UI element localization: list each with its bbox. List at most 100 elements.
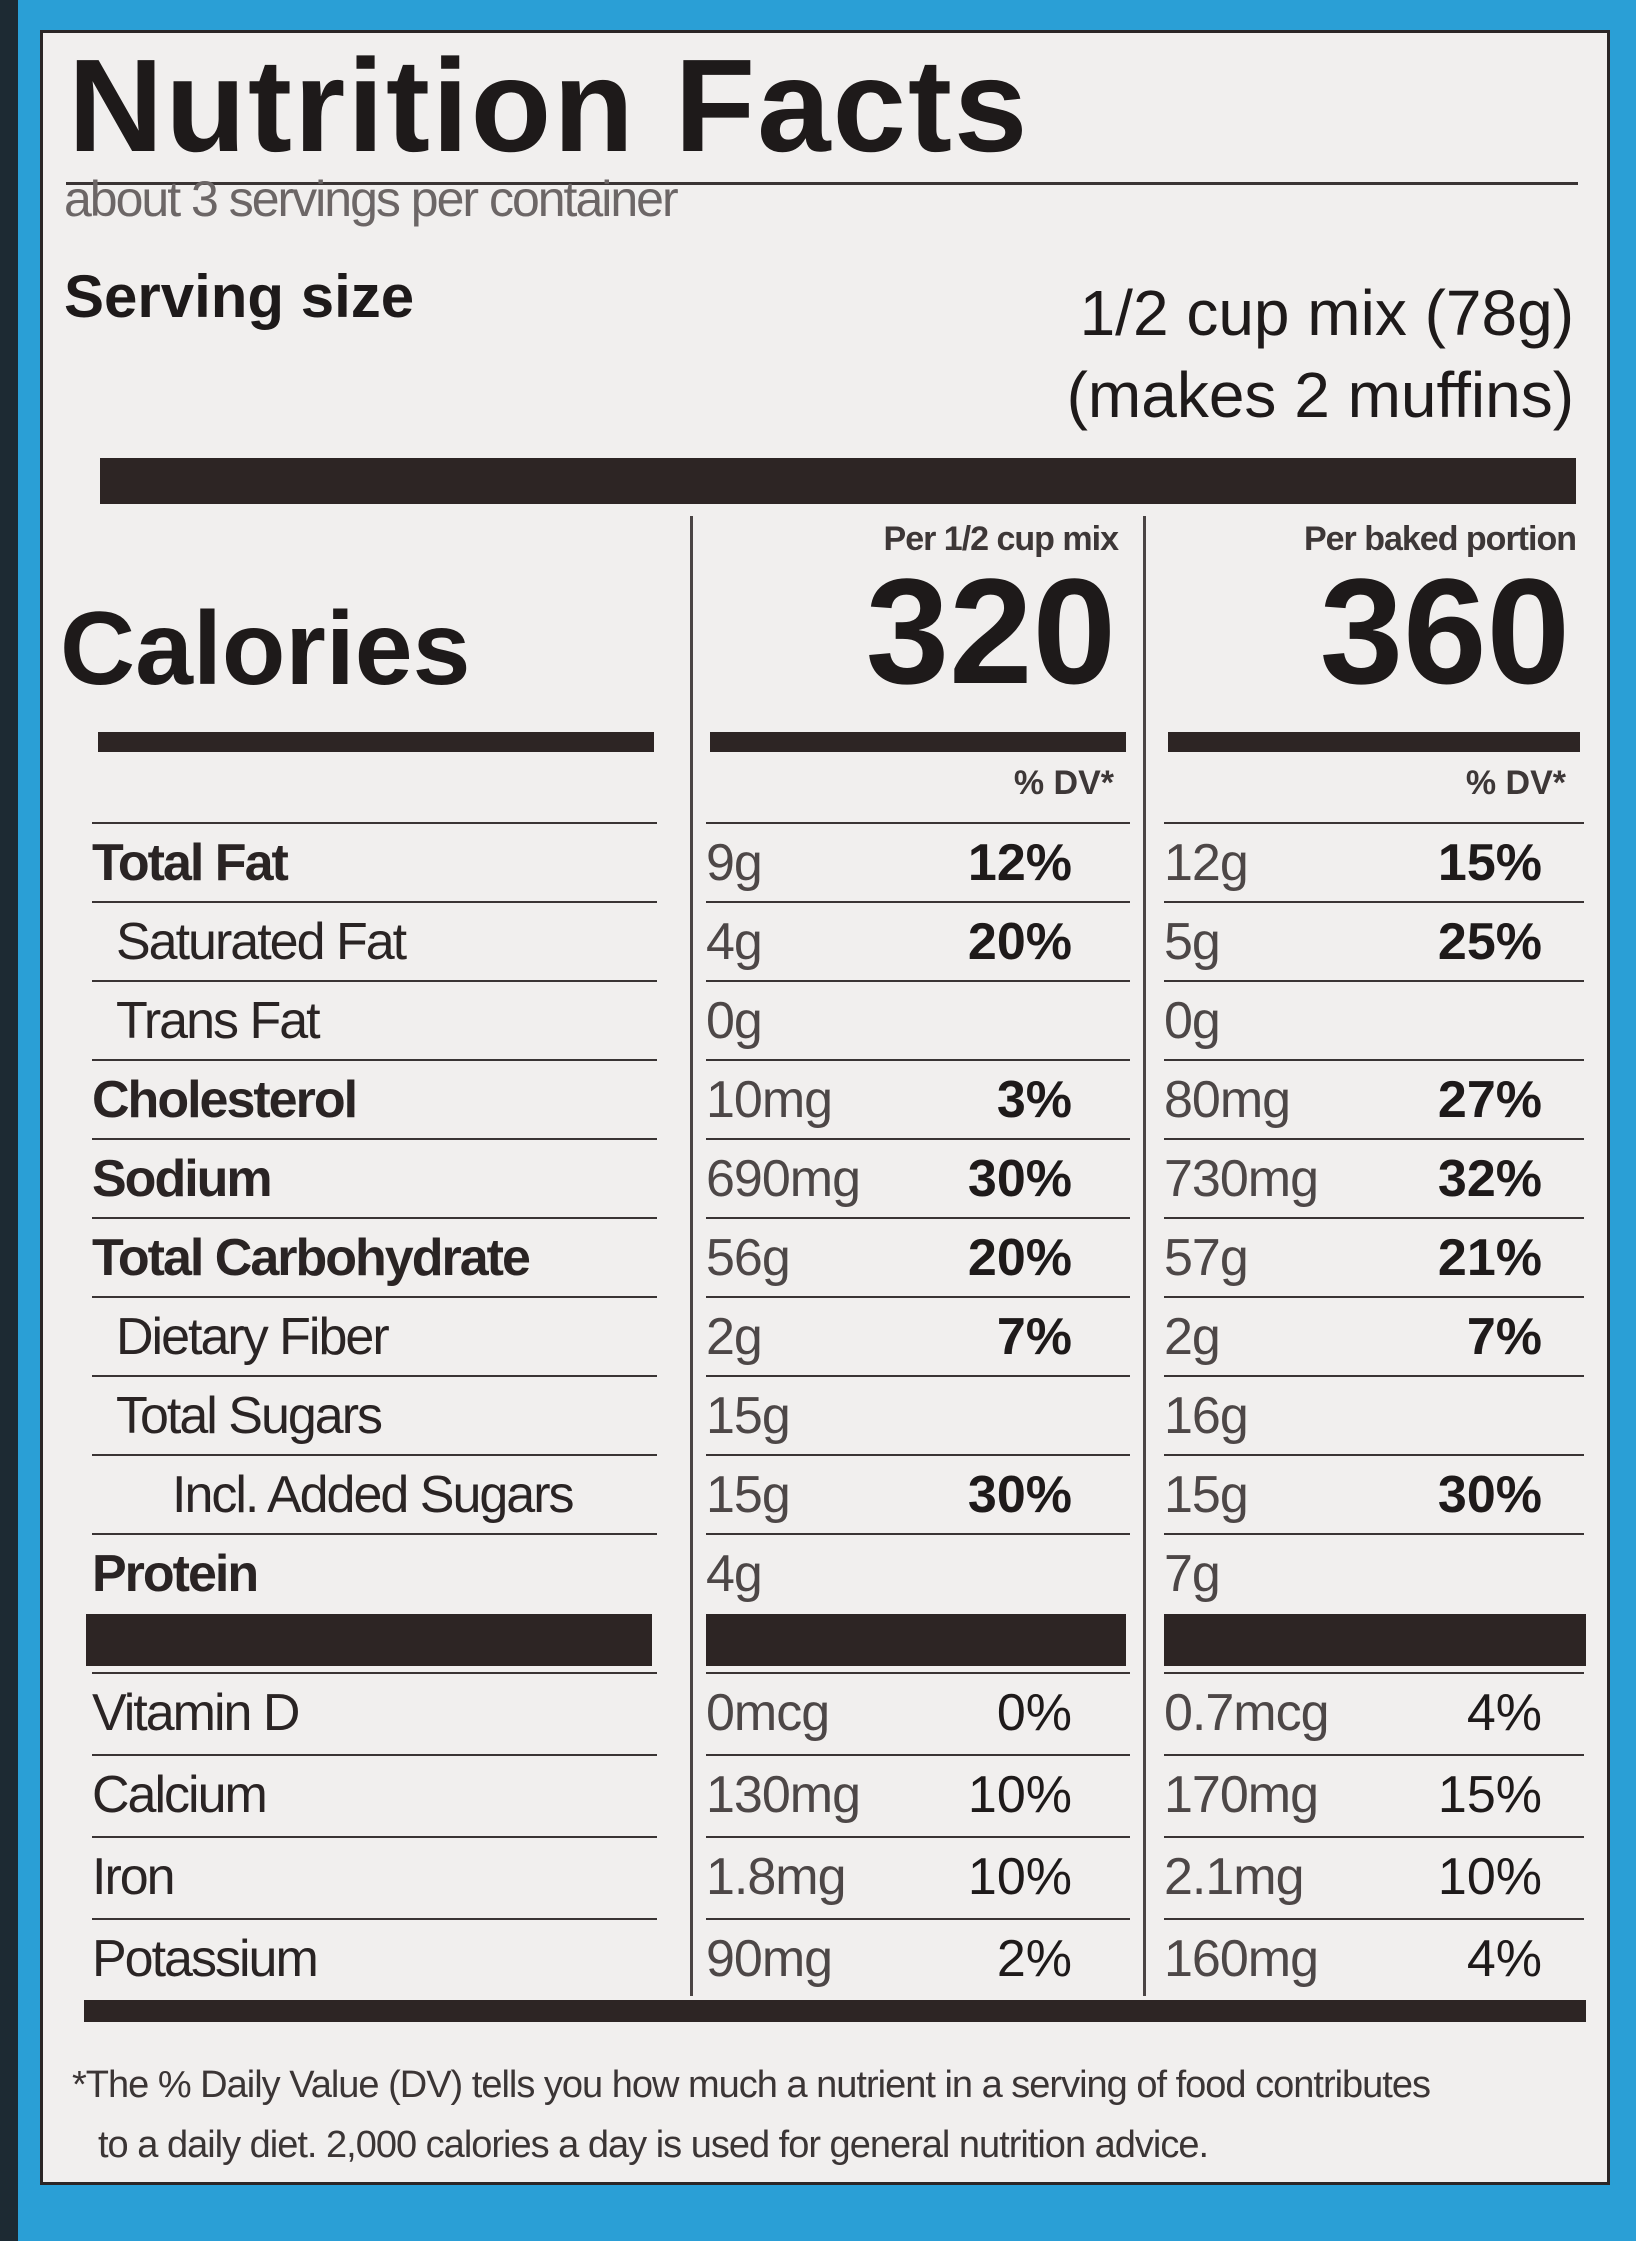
baked-daily-value: 7% <box>1466 1308 1542 1366</box>
package-edge <box>0 0 18 2241</box>
baked-amount: 16g <box>1164 1387 1249 1445</box>
baked-amount: 7g <box>1164 1545 1221 1603</box>
nutrient-label: Dietary Fiber <box>116 1308 390 1366</box>
baked-daily-value: 30% <box>1437 1466 1542 1524</box>
baked-calories: 360 <box>1319 547 1570 715</box>
baked-amount: 57g <box>1164 1229 1249 1287</box>
row-rule <box>1164 1375 1584 1377</box>
baked-daily-value: 21% <box>1437 1229 1542 1287</box>
row-rule <box>706 1918 1130 1920</box>
mix-daily-value: 30% <box>967 1466 1072 1524</box>
mix-amount: 56g <box>706 1229 791 1287</box>
baked-amount: 12g <box>1164 834 1249 892</box>
vitamin-separator-bar <box>86 1614 652 1666</box>
baked-daily-value: 4% <box>1466 1930 1542 1988</box>
calories-label: Calories <box>60 591 471 707</box>
mix-amount: 15g <box>706 1387 791 1445</box>
mix-daily-value: 3% <box>996 1071 1072 1129</box>
baked-amount: 2g <box>1164 1308 1221 1366</box>
calories-bar-baked <box>1168 732 1580 752</box>
row-rule <box>92 1059 657 1061</box>
row-rule <box>92 1672 657 1674</box>
nutrition-facts-panel <box>40 30 1610 2185</box>
row-rule <box>1164 1672 1584 1674</box>
row-rule <box>1164 980 1584 982</box>
row-rule <box>706 1375 1130 1377</box>
baked-amount: 2.1mg <box>1164 1848 1305 1906</box>
panel-title: Nutrition Facts <box>68 32 1030 179</box>
vitamin-separator-bar <box>706 1614 1126 1666</box>
serving-size-yield: (makes 2 muffins) <box>1066 359 1574 431</box>
row-rule <box>92 1138 657 1140</box>
mix-dv-header: % DV* <box>1013 764 1114 802</box>
servings-per-container: about 3 servings per container <box>64 171 679 227</box>
row-rule <box>706 1217 1130 1219</box>
baked-daily-value: 25% <box>1437 913 1542 971</box>
mix-amount: 2g <box>706 1308 763 1366</box>
mix-amount: 0g <box>706 992 763 1050</box>
row-rule <box>706 1296 1130 1298</box>
footnote-line-2: to a daily diet. 2,000 calories a day is… <box>98 2124 1209 2166</box>
nutrient-label: Total Fat <box>92 834 289 892</box>
mix-daily-value: 20% <box>967 913 1072 971</box>
row-rule <box>92 1918 657 1920</box>
baked-daily-value: 10% <box>1437 1848 1542 1906</box>
row-rule <box>92 901 657 903</box>
baked-daily-value: 27% <box>1437 1071 1542 1129</box>
row-rule <box>1164 1754 1584 1756</box>
serving-size-value: 1/2 cup mix (78g) (makes 2 muffins) <box>1067 272 1574 436</box>
baked-amount: 0.7mcg <box>1164 1684 1330 1742</box>
mix-daily-value: 10% <box>967 1766 1072 1824</box>
nutrient-label: Cholesterol <box>92 1071 358 1129</box>
row-rule <box>706 1138 1130 1140</box>
serving-size-label: Serving size <box>64 263 415 330</box>
row-rule <box>1164 901 1584 903</box>
vitamin-separator-bar <box>1164 1614 1586 1666</box>
row-rule <box>1164 822 1584 824</box>
mix-column-header: Per 1/2 cup mix <box>883 520 1119 558</box>
baked-amount: 15g <box>1164 1466 1249 1524</box>
row-rule <box>92 1217 657 1219</box>
mix-calories: 320 <box>865 547 1116 715</box>
mix-daily-value: 0% <box>996 1684 1072 1742</box>
mix-daily-value: 2% <box>996 1930 1072 1988</box>
calories-bar-mix <box>710 732 1126 752</box>
mix-daily-value: 30% <box>967 1150 1072 1208</box>
baked-amount: 730mg <box>1164 1150 1319 1208</box>
row-rule <box>706 822 1130 824</box>
mix-amount: 130mg <box>706 1766 861 1824</box>
row-rule <box>706 1754 1130 1756</box>
mix-amount: 10mg <box>706 1071 833 1129</box>
baked-dv-header: % DV* <box>1465 764 1566 802</box>
mix-amount: 15g <box>706 1466 791 1524</box>
mix-daily-value: 10% <box>967 1848 1072 1906</box>
nutrient-label: Protein <box>92 1545 259 1603</box>
baked-amount: 0g <box>1164 992 1221 1050</box>
baked-amount: 80mg <box>1164 1071 1291 1129</box>
baked-daily-value: 4% <box>1466 1684 1542 1742</box>
mix-amount: 9g <box>706 834 763 892</box>
row-rule <box>706 980 1130 982</box>
row-rule <box>1164 1836 1584 1838</box>
mix-daily-value: 7% <box>996 1308 1072 1366</box>
row-rule <box>92 1754 657 1756</box>
mix-amount: 690mg <box>706 1150 861 1208</box>
nutrient-label: Potassium <box>92 1930 319 1988</box>
baked-amount: 160mg <box>1164 1930 1319 1988</box>
row-rule <box>1164 1217 1584 1219</box>
column-divider-left <box>690 516 693 1996</box>
baked-daily-value: 15% <box>1437 834 1542 892</box>
column-divider-right <box>1143 516 1146 1996</box>
mix-amount: 1.8mg <box>706 1848 847 1906</box>
row-rule <box>1164 1138 1584 1140</box>
baked-amount: 170mg <box>1164 1766 1319 1824</box>
row-rule <box>706 1533 1130 1535</box>
mix-daily-value: 20% <box>967 1229 1072 1287</box>
title-divider <box>66 182 1578 185</box>
row-rule <box>706 1672 1130 1674</box>
thick-divider-bottom <box>84 2000 1586 2022</box>
row-rule <box>92 1375 657 1377</box>
baked-daily-value: 32% <box>1437 1150 1542 1208</box>
row-rule <box>706 901 1130 903</box>
row-rule <box>92 1296 657 1298</box>
